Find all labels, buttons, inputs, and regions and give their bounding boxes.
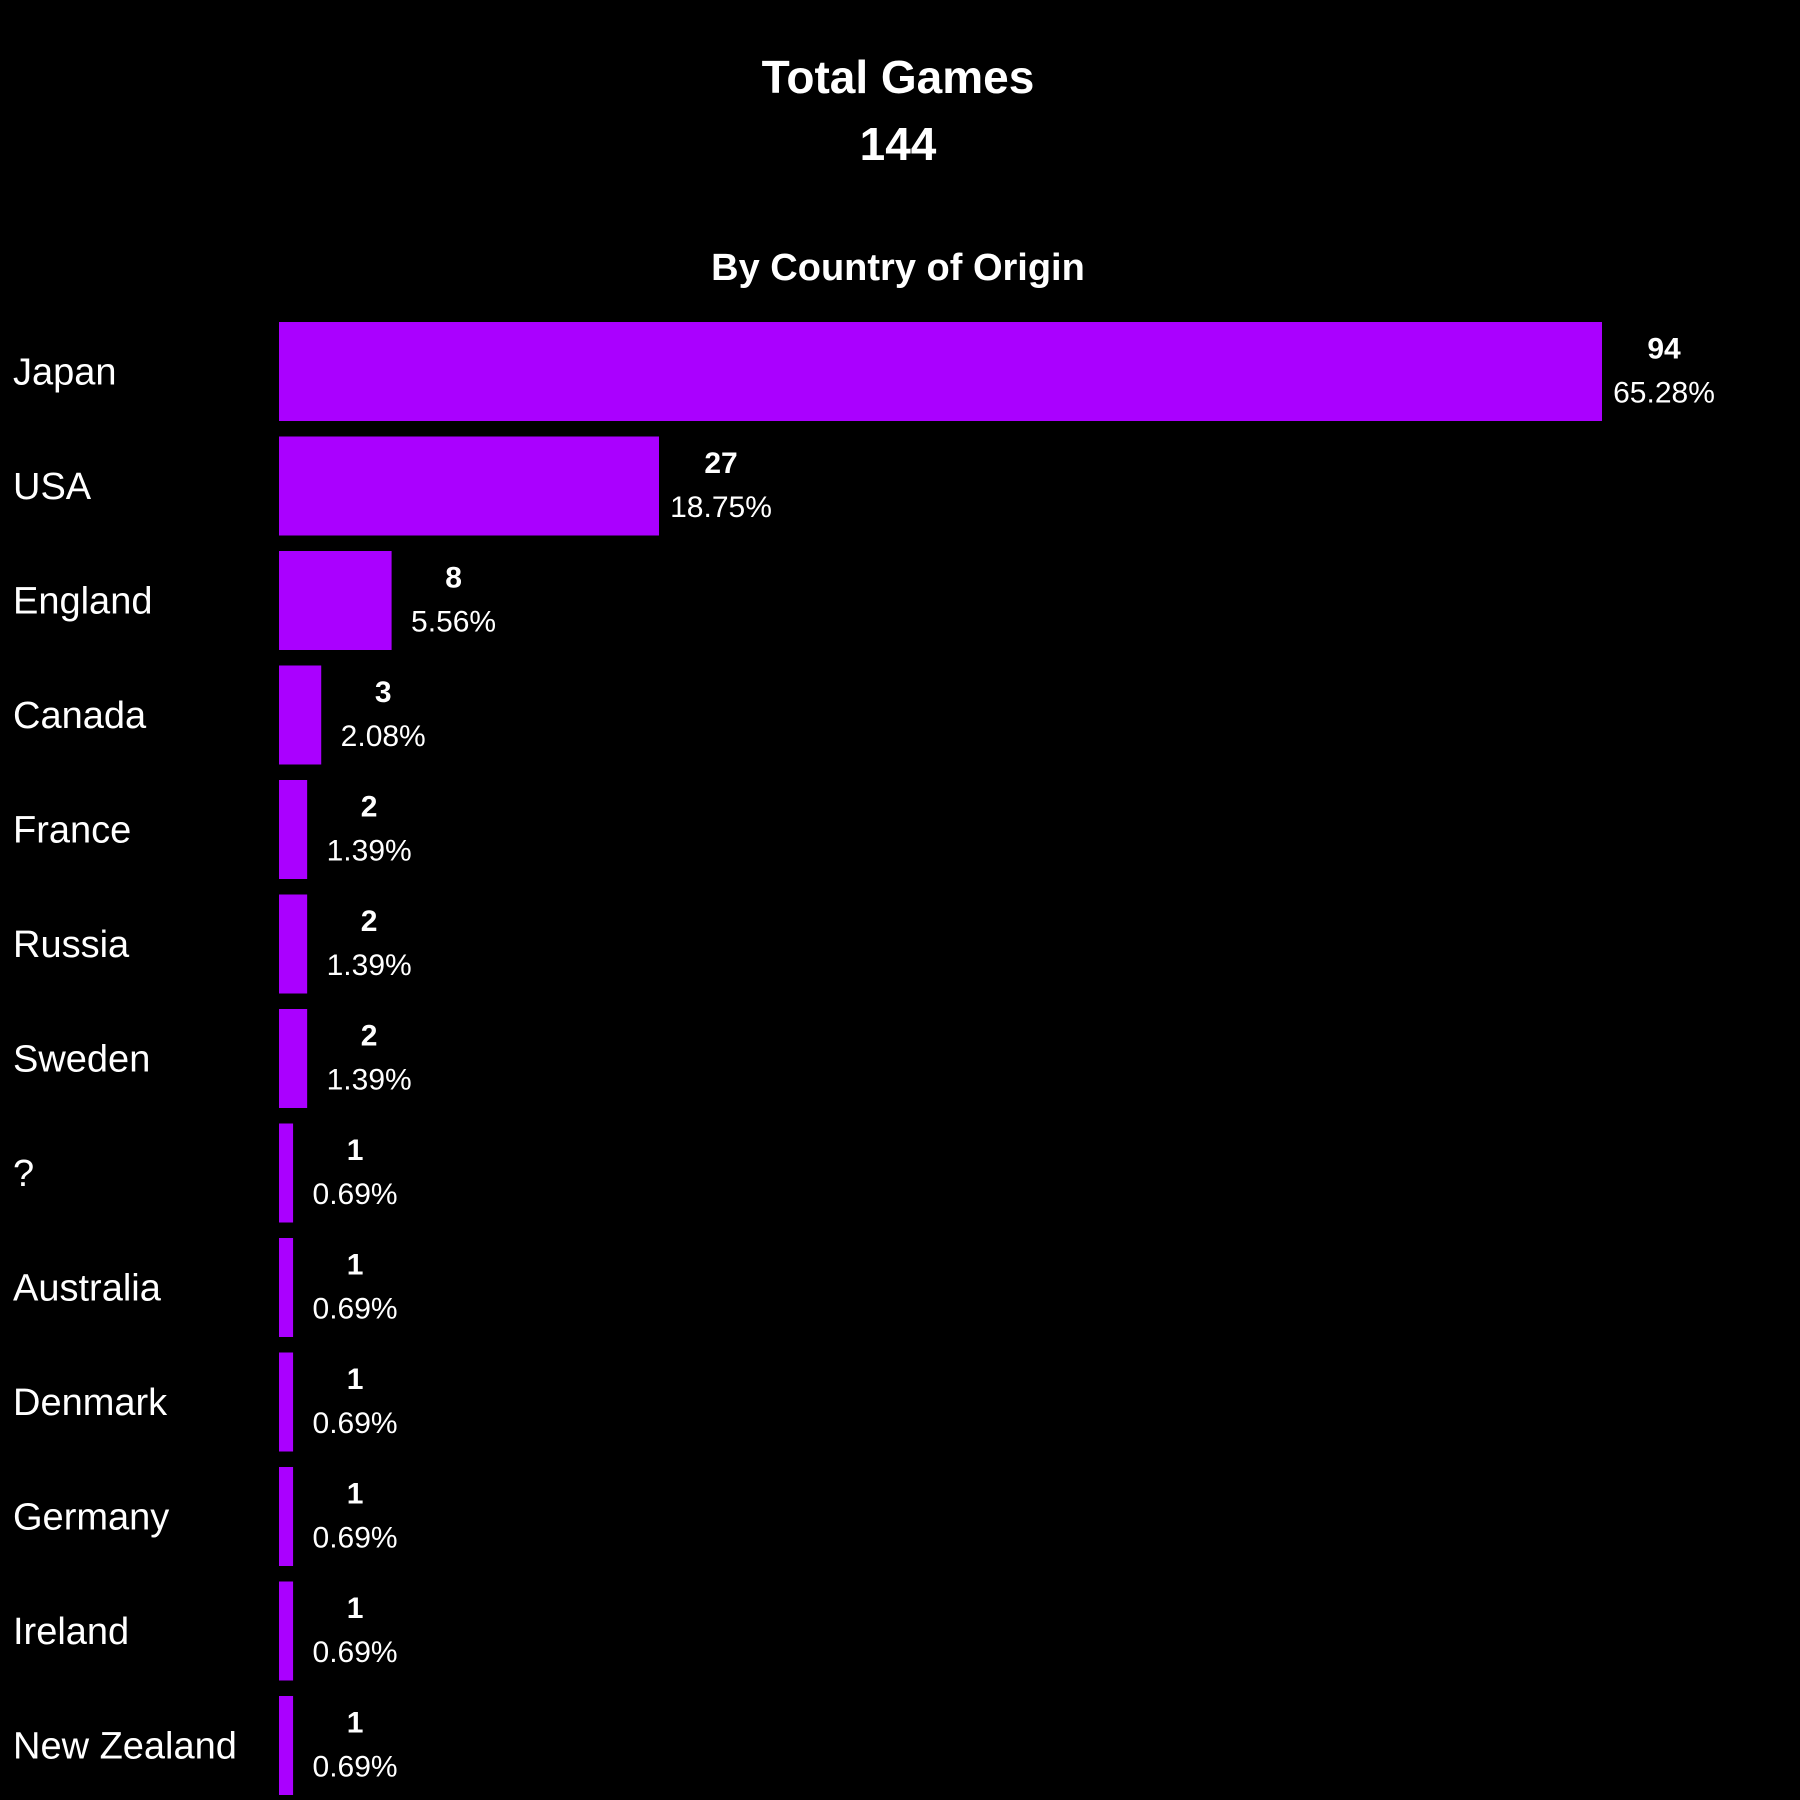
percent-label: 0.69% — [313, 1178, 398, 1211]
value-label: 1 — [347, 1592, 364, 1625]
bar — [279, 1696, 294, 1795]
bar — [279, 436, 660, 536]
chart-title: Total Games — [762, 51, 1035, 103]
category-label: Germany — [13, 1497, 169, 1539]
value-label: 2 — [361, 1020, 378, 1053]
category-label: England — [13, 581, 152, 623]
bar — [279, 1009, 308, 1108]
bar — [279, 1123, 294, 1223]
value-label: 2 — [361, 905, 378, 938]
bar — [279, 894, 308, 994]
value-label: 1 — [347, 1478, 364, 1511]
bar — [279, 1238, 294, 1337]
value-label: 8 — [445, 562, 462, 595]
percent-label: 1.39% — [327, 835, 412, 868]
category-label: Russia — [13, 924, 130, 966]
value-label: 1 — [347, 1249, 364, 1282]
category-label: Denmark — [13, 1382, 168, 1424]
category-label: Australia — [13, 1268, 162, 1310]
percent-label: 1.39% — [327, 1064, 412, 1097]
bar — [279, 1467, 294, 1566]
value-label: 94 — [1647, 333, 1681, 366]
category-label: Canada — [13, 695, 147, 737]
category-label: Japan — [13, 352, 117, 394]
chart-total: 144 — [860, 118, 937, 170]
percent-label: 0.69% — [313, 1522, 398, 1555]
chart-subtitle: By Country of Origin — [711, 247, 1085, 289]
percent-label: 65.28% — [1613, 377, 1715, 410]
category-label: USA — [13, 466, 92, 508]
percent-label: 1.39% — [327, 949, 412, 982]
percent-label: 0.69% — [313, 1407, 398, 1440]
value-label: 3 — [375, 676, 392, 709]
bars-group: Japan 94 65.28% USA 27 18.75% England 8 5.56% Can… — [13, 322, 1715, 1795]
bar — [279, 665, 322, 765]
bar — [279, 322, 1602, 421]
value-label: 1 — [347, 1707, 364, 1740]
percent-label: 0.69% — [313, 1751, 398, 1784]
category-label: ? — [13, 1153, 34, 1195]
percent-label: 0.69% — [313, 1636, 398, 1669]
percent-label: 0.69% — [313, 1293, 398, 1326]
bar — [279, 1581, 294, 1681]
bar — [279, 780, 308, 879]
percent-label: 18.75% — [670, 491, 772, 524]
category-label: Sweden — [13, 1039, 150, 1081]
value-label: 1 — [347, 1134, 364, 1167]
percent-label: 2.08% — [341, 720, 426, 753]
bar — [279, 1352, 294, 1452]
category-label: France — [13, 810, 131, 852]
category-label: New Zealand — [13, 1726, 237, 1768]
value-label: 1 — [347, 1363, 364, 1396]
bar — [279, 551, 392, 650]
value-label: 27 — [704, 447, 737, 480]
value-label: 2 — [361, 791, 378, 824]
percent-label: 5.56% — [411, 606, 496, 639]
category-label: Ireland — [13, 1611, 129, 1653]
